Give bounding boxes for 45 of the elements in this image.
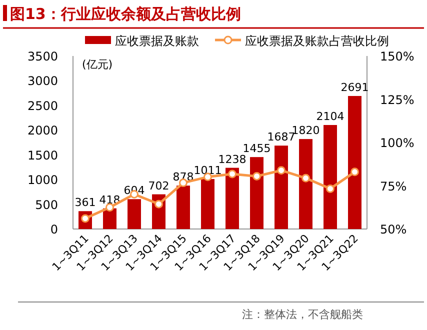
point <box>277 166 286 175</box>
y-tick-label: 2000 <box>27 124 58 138</box>
chart-title: 图13：行业应收余额及占营收比例 <box>10 5 241 23</box>
point <box>302 174 310 182</box>
y2-tick-label: 100% <box>380 136 414 150</box>
bar <box>348 96 362 229</box>
data-label: 1011 <box>194 164 222 178</box>
y-tick-label: 1500 <box>27 148 58 162</box>
point <box>252 172 261 180</box>
annotation: (亿元) <box>82 58 113 71</box>
y-tick-label: 3500 <box>27 50 58 64</box>
y-tick-label: 500 <box>35 198 58 212</box>
point <box>326 184 334 193</box>
point <box>350 168 359 176</box>
y2-tick-label: 150% <box>380 50 414 64</box>
bar <box>103 208 116 229</box>
data-label: 361 <box>74 196 96 210</box>
y-tick-label: 2500 <box>27 98 58 113</box>
data-label: 878 <box>172 170 194 184</box>
y-tick-label: 3000 <box>27 74 58 88</box>
data-label: 1687 <box>267 130 296 144</box>
y-tick-label: 1000 <box>27 173 58 188</box>
bar <box>324 125 337 229</box>
bar <box>226 168 239 229</box>
bar <box>201 179 214 229</box>
y-tick-label: 0 <box>50 222 58 236</box>
legend-label: 应收票据及账款 <box>115 34 199 48</box>
data-label: 2104 <box>316 110 344 123</box>
data-label: 702 <box>148 179 170 192</box>
bar <box>176 186 190 229</box>
data-label: 1455 <box>242 142 271 156</box>
bar <box>299 139 312 229</box>
y2-tick-label: 75% <box>380 179 407 194</box>
bar <box>250 157 264 229</box>
bar <box>274 146 288 229</box>
data-label: 1238 <box>218 152 246 166</box>
point <box>228 170 236 178</box>
bar <box>128 199 141 229</box>
data-label: 2691 <box>340 80 369 94</box>
point <box>106 203 114 212</box>
y2-tick-label: 125% <box>380 92 414 107</box>
legend-label: 应收票据及账款占营收比例 <box>245 34 389 48</box>
y2-tick-label: 50% <box>380 222 407 236</box>
text: 注：整体法，不含舰船类 <box>242 308 363 321</box>
point <box>154 200 163 208</box>
